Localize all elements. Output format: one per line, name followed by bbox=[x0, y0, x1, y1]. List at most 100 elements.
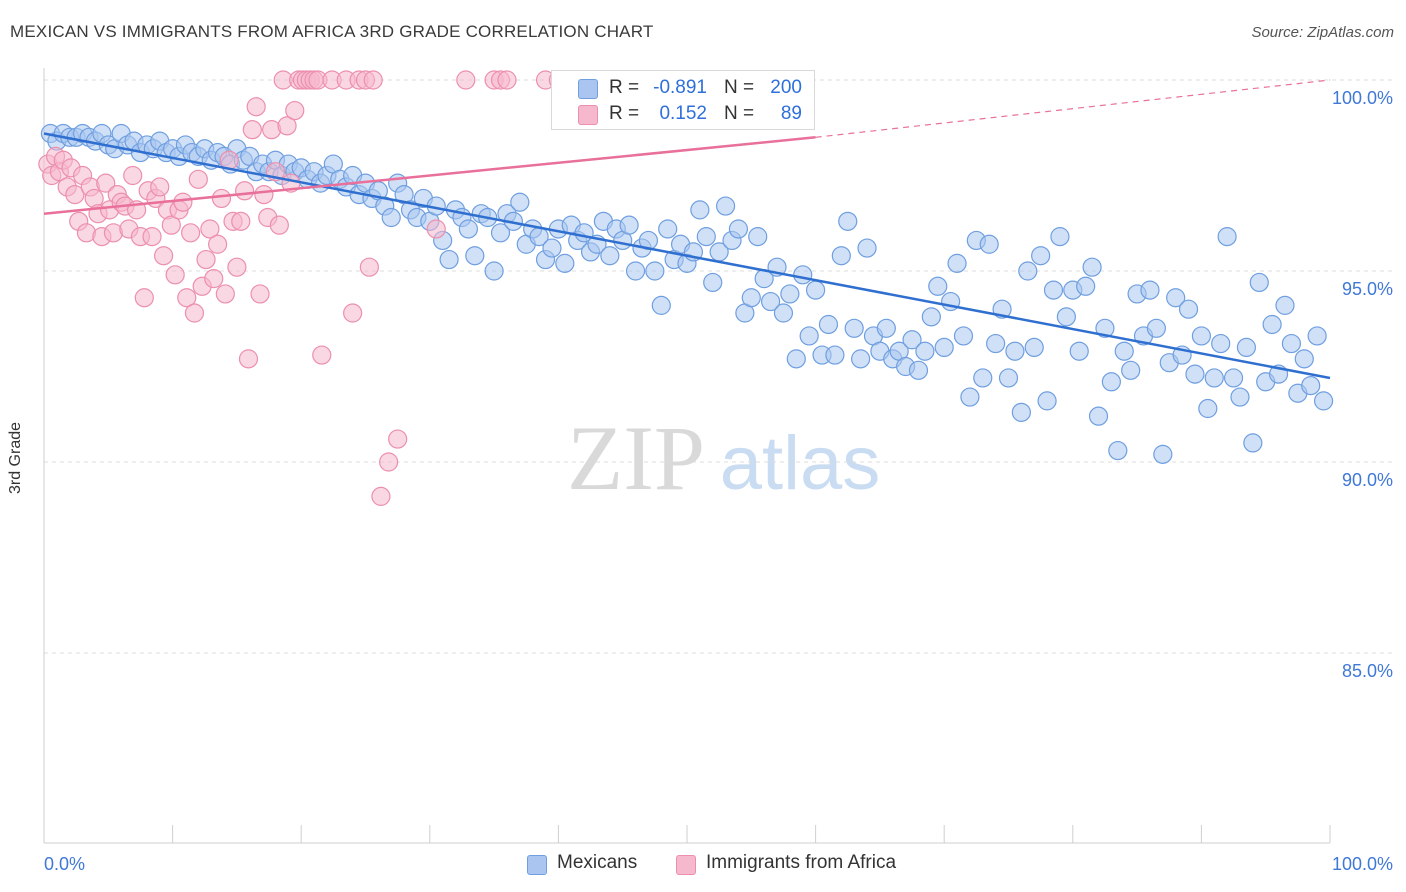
point-mexicans bbox=[1140, 280, 1160, 300]
axes bbox=[43, 68, 1331, 844]
point-mexicans bbox=[1114, 341, 1134, 361]
trend-line-africa-extension bbox=[815, 79, 1331, 138]
point-mexicans bbox=[973, 368, 993, 388]
point-mexicans bbox=[1281, 333, 1302, 354]
point-mexicans bbox=[439, 249, 459, 270]
point-africa bbox=[359, 257, 379, 277]
point-mexicans bbox=[542, 238, 562, 258]
point-africa bbox=[65, 185, 85, 205]
point-mexicans bbox=[696, 227, 716, 247]
point-mexicans bbox=[458, 219, 478, 239]
legend-row-africa: R = 0.152 N = 89 bbox=[552, 101, 814, 127]
point-africa bbox=[277, 116, 297, 136]
point-mexicans bbox=[1050, 227, 1070, 247]
point-mexicans bbox=[1211, 333, 1231, 354]
point-mexicans bbox=[1024, 337, 1044, 357]
point-mexicans bbox=[1031, 246, 1051, 266]
point-mexicans bbox=[1313, 391, 1334, 411]
point-mexicans bbox=[703, 272, 723, 293]
point-mexicans bbox=[818, 314, 839, 335]
point-mexicans bbox=[998, 368, 1019, 388]
point-mexicans bbox=[600, 246, 620, 266]
point-africa bbox=[363, 70, 383, 90]
point-africa bbox=[242, 120, 262, 140]
legend-n-value: 200 bbox=[770, 77, 802, 98]
point-mexicans bbox=[851, 349, 871, 369]
point-mexicans bbox=[1056, 307, 1076, 327]
point-mexicans bbox=[1301, 376, 1321, 396]
point-mexicans bbox=[1185, 364, 1205, 384]
point-mexicans bbox=[831, 246, 851, 266]
legend-n-label: N = bbox=[724, 103, 755, 124]
point-mexicans bbox=[773, 303, 794, 323]
point-mexicans bbox=[908, 360, 929, 380]
point-mexicans bbox=[1076, 276, 1096, 296]
point-mexicans bbox=[1088, 406, 1109, 426]
point-mexicans bbox=[1275, 295, 1295, 315]
legend-n-value: 89 bbox=[780, 103, 802, 124]
point-mexicans bbox=[1101, 372, 1121, 392]
trend-lines bbox=[43, 79, 1331, 380]
point-mexicans bbox=[876, 318, 896, 338]
point-africa bbox=[456, 70, 476, 90]
point-mexicans bbox=[625, 261, 646, 281]
point-africa bbox=[96, 173, 116, 193]
point-mexicans bbox=[805, 280, 826, 300]
point-mexicans bbox=[381, 207, 401, 228]
point-mexicans bbox=[1243, 433, 1263, 453]
watermark-atlas: atlas bbox=[720, 421, 881, 506]
point-africa bbox=[235, 181, 255, 201]
point-mexicans bbox=[1153, 444, 1173, 464]
point-africa bbox=[184, 303, 205, 323]
point-africa bbox=[204, 269, 224, 289]
point-mexicans bbox=[760, 291, 781, 312]
point-mexicans bbox=[793, 265, 813, 285]
y-tick-label: 100.0% bbox=[1332, 88, 1393, 108]
point-mexicans bbox=[555, 253, 575, 273]
point-africa bbox=[150, 177, 170, 197]
y-tick-label: 95.0% bbox=[1342, 279, 1393, 299]
point-mexicans bbox=[1262, 314, 1282, 335]
point-africa bbox=[208, 234, 228, 254]
point-africa bbox=[188, 169, 208, 189]
point-mexicans bbox=[1294, 349, 1314, 369]
point-mexicans bbox=[651, 295, 671, 315]
chart-title: MEXICAN VS IMMIGRANTS FROM AFRICA 3RD GR… bbox=[10, 22, 654, 41]
point-africa bbox=[426, 219, 446, 239]
series-legend: Mexicans Immigrants from Africa bbox=[0, 852, 1406, 878]
point-mexicans bbox=[786, 349, 806, 369]
point-mexicans bbox=[728, 219, 749, 239]
point-mexicans bbox=[1121, 360, 1141, 380]
point-mexicans bbox=[915, 341, 935, 361]
legend-r-label: R = bbox=[609, 103, 640, 124]
point-mexicans bbox=[960, 387, 980, 407]
point-mexicans bbox=[1095, 318, 1115, 338]
point-africa bbox=[161, 215, 181, 235]
point-mexicans bbox=[1198, 398, 1218, 419]
point-mexicans bbox=[484, 261, 504, 281]
source-credit: Source: ZipAtlas.com bbox=[1251, 24, 1394, 41]
point-mexicans bbox=[1191, 326, 1212, 346]
legend-swatch-africa bbox=[578, 105, 598, 125]
point-mexicans bbox=[1011, 402, 1031, 422]
point-africa bbox=[123, 165, 143, 186]
point-africa bbox=[165, 265, 185, 285]
point-mexicans bbox=[715, 196, 736, 216]
point-mexicans bbox=[619, 215, 639, 235]
point-africa bbox=[312, 345, 332, 365]
point-mexicans bbox=[1043, 280, 1064, 300]
point-africa bbox=[196, 249, 216, 270]
point-africa bbox=[246, 97, 266, 117]
point-africa bbox=[388, 429, 408, 449]
legend-label-mexicans: Mexicans bbox=[557, 852, 638, 873]
legend-swatch-mexicans bbox=[578, 79, 598, 99]
legend-r-value: -0.891 bbox=[653, 77, 707, 98]
point-mexicans bbox=[857, 238, 877, 258]
x-tick-label: 100.0% bbox=[1332, 854, 1393, 874]
legend-row-mexicans: R = -0.891 N = 200 bbox=[552, 75, 814, 101]
point-africa bbox=[497, 70, 517, 90]
tick-labels: 100.0% 95.0% 90.0% 85.0% 0.0% 100.0% bbox=[44, 88, 1393, 874]
legend-swatch-mexicans bbox=[527, 855, 547, 875]
point-africa bbox=[215, 284, 235, 304]
point-mexicans bbox=[645, 261, 665, 281]
